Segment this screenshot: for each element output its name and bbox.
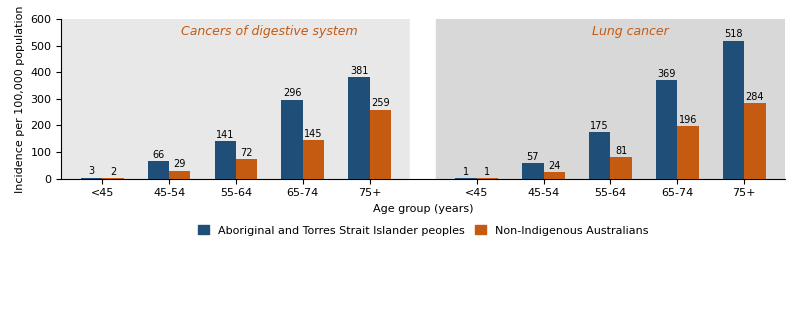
Text: 29: 29 (174, 159, 186, 170)
Bar (522, 163, 543, 179)
Text: Cancers of digestive system: Cancers of digestive system (181, 25, 358, 38)
Bar (81, 178, 102, 179)
Bar (543, 172, 565, 179)
Bar (102, 178, 123, 179)
Bar (169, 171, 190, 179)
Text: 81: 81 (615, 146, 627, 156)
Bar (744, 103, 766, 179)
Text: Lung cancer: Lung cancer (592, 25, 669, 38)
Text: 24: 24 (548, 161, 561, 171)
Y-axis label: Incidence per 100,000 population: Incidence per 100,000 population (15, 5, 25, 193)
Bar (678, 126, 698, 179)
Bar (723, 41, 744, 179)
Text: 284: 284 (746, 92, 764, 102)
Bar (282, 100, 303, 179)
Legend: Aboriginal and Torres Strait Islander peoples, Non-Indigenous Australians: Aboriginal and Torres Strait Islander pe… (193, 221, 654, 240)
Text: 66: 66 (152, 150, 165, 160)
Text: 72: 72 (240, 148, 253, 158)
Text: 259: 259 (371, 98, 390, 108)
Text: 57: 57 (526, 152, 539, 162)
Bar (303, 140, 324, 179)
Text: 1: 1 (484, 167, 490, 177)
Bar (589, 132, 610, 179)
Bar (410, 19, 436, 179)
Bar (348, 77, 370, 179)
Bar (62, 19, 410, 179)
X-axis label: Age group (years): Age group (years) (373, 204, 474, 214)
Text: 2: 2 (110, 167, 116, 177)
Text: 369: 369 (658, 69, 676, 79)
Bar (656, 81, 678, 179)
Text: 196: 196 (679, 115, 698, 125)
Text: 175: 175 (590, 121, 609, 131)
Text: 145: 145 (304, 129, 322, 139)
Text: 381: 381 (350, 66, 368, 76)
Text: 296: 296 (283, 88, 302, 98)
Text: 1: 1 (463, 167, 469, 177)
Bar (236, 159, 258, 179)
Text: 141: 141 (216, 130, 234, 140)
Text: 518: 518 (724, 29, 742, 39)
Bar (370, 110, 391, 179)
Bar (436, 19, 785, 179)
Bar (214, 141, 236, 179)
Text: 3: 3 (89, 166, 94, 176)
Bar (148, 161, 169, 179)
Bar (610, 157, 632, 179)
